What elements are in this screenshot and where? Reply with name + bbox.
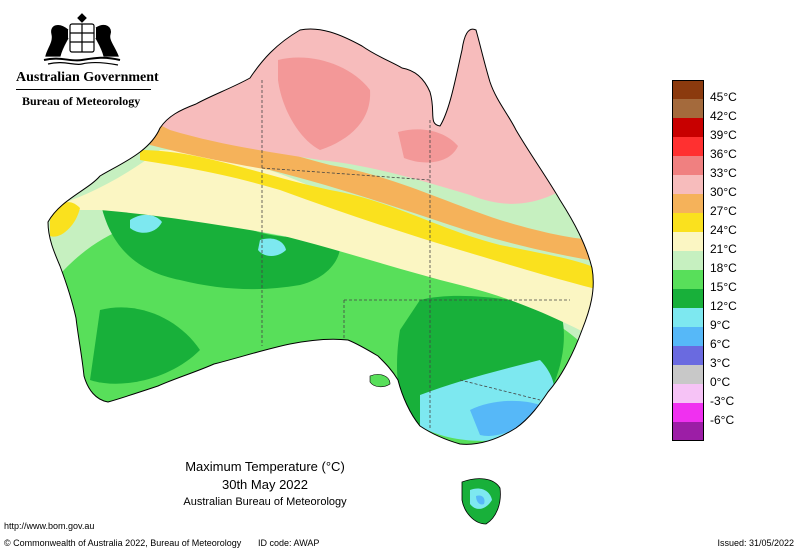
legend-item bbox=[672, 422, 784, 441]
map-date: 30th May 2022 bbox=[221, 477, 308, 492]
id-code: ID code: AWAP bbox=[258, 538, 320, 548]
legend-label: 21°C bbox=[710, 242, 737, 256]
legend-item: 3°C bbox=[672, 346, 784, 370]
legend-swatch bbox=[672, 137, 704, 156]
map-caption: Maximum Temperature (°C) 30th May 2022 A… bbox=[160, 458, 370, 510]
legend-label: 24°C bbox=[710, 223, 737, 237]
legend-item: 30°C bbox=[672, 175, 784, 199]
copyright-text: © Commonwealth of Australia 2022, Bureau… bbox=[4, 538, 242, 548]
legend-swatch bbox=[672, 308, 704, 327]
legend-swatch bbox=[672, 422, 704, 441]
legend-label: 30°C bbox=[710, 185, 737, 199]
legend-swatch bbox=[672, 327, 704, 346]
bureau-title: Bureau of Meteorology bbox=[22, 94, 141, 108]
legend-swatch bbox=[672, 403, 704, 422]
legend-swatch bbox=[672, 384, 704, 403]
legend-label: 36°C bbox=[710, 147, 737, 161]
legend-item: 9°C bbox=[672, 308, 784, 332]
legend-label: 27°C bbox=[710, 204, 737, 218]
map-source: Australian Bureau of Meteorology bbox=[183, 496, 347, 508]
legend-item: 42°C bbox=[672, 99, 784, 123]
legend-label: 42°C bbox=[710, 109, 737, 123]
legend-item: 15°C bbox=[672, 270, 784, 294]
legend-label: 12°C bbox=[710, 299, 737, 313]
legend-item: -6°C bbox=[672, 403, 784, 427]
legend-swatch bbox=[672, 365, 704, 384]
legend-swatch bbox=[672, 346, 704, 365]
legend-swatch bbox=[672, 270, 704, 289]
legend-swatch bbox=[672, 213, 704, 232]
legend-swatch bbox=[672, 118, 704, 137]
legend-swatch bbox=[672, 289, 704, 308]
legend-item: 36°C bbox=[672, 137, 784, 161]
legend-label: -3°C bbox=[710, 394, 735, 408]
legend-item: 45°C bbox=[672, 80, 784, 104]
legend-item: 39°C bbox=[672, 118, 784, 142]
legend-item: 0°C bbox=[672, 365, 784, 389]
legend-label: 9°C bbox=[710, 318, 731, 332]
coat-of-arms-icon bbox=[43, 13, 121, 66]
legend-label: 33°C bbox=[710, 166, 737, 180]
legend-swatch bbox=[672, 99, 704, 118]
legend-item: 12°C bbox=[672, 289, 784, 313]
legend-swatch bbox=[672, 80, 704, 99]
legend-swatch bbox=[672, 175, 704, 194]
legend-label: 39°C bbox=[710, 128, 737, 142]
map-title: Maximum Temperature (°C) bbox=[185, 459, 345, 474]
legend-label: 6°C bbox=[710, 337, 731, 351]
legend-swatch bbox=[672, 232, 704, 251]
legend-item: 27°C bbox=[672, 194, 784, 218]
legend-item: 21°C bbox=[672, 232, 784, 256]
legend-item: 6°C bbox=[672, 327, 784, 351]
legend-label: 3°C bbox=[710, 356, 731, 370]
legend-swatch bbox=[672, 156, 704, 175]
legend-label: 15°C bbox=[710, 280, 737, 294]
legend-item: 24°C bbox=[672, 213, 784, 237]
legend-item: 33°C bbox=[672, 156, 784, 180]
website-link[interactable]: http://www.bom.gov.au bbox=[4, 521, 95, 531]
legend-swatch bbox=[672, 194, 704, 213]
legend-swatch bbox=[672, 251, 704, 270]
legend-label: -6°C bbox=[710, 413, 735, 427]
temperature-legend: 45°C 42°C 39°C 36°C 33°C 30°C 27°C 24°C 21°C 18°C… bbox=[672, 80, 784, 446]
legend-label: 45°C bbox=[710, 90, 737, 104]
legend-item: 18°C bbox=[672, 251, 784, 275]
government-title: Australian Government bbox=[16, 70, 159, 85]
issued-date: Issued: 31/05/2022 bbox=[717, 538, 794, 548]
header-divider bbox=[16, 89, 151, 90]
legend-label: 18°C bbox=[710, 261, 737, 275]
legend-item: -3°C bbox=[672, 384, 784, 408]
legend-label: 0°C bbox=[710, 375, 731, 389]
